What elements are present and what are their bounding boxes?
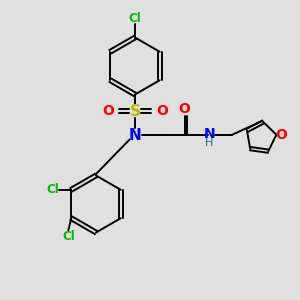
Text: O: O: [275, 128, 287, 142]
Text: Cl: Cl: [62, 230, 75, 243]
Text: Cl: Cl: [129, 12, 141, 26]
Text: O: O: [178, 103, 190, 116]
Text: Cl: Cl: [46, 183, 59, 196]
Text: O: O: [156, 104, 168, 118]
Text: O: O: [102, 104, 114, 118]
Text: N: N: [204, 127, 215, 140]
Text: H: H: [205, 138, 214, 148]
Text: N: N: [129, 128, 141, 142]
Text: S: S: [130, 103, 140, 118]
